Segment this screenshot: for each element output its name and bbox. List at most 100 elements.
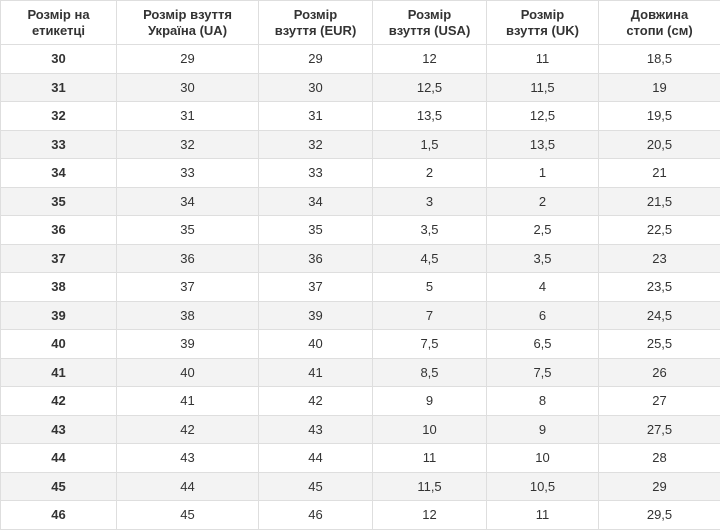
cell: 7,5 xyxy=(372,329,487,359)
table-row: 31 30 30 12,5 11,5 19 xyxy=(0,72,720,102)
table-row: 44 43 44 11 10 28 xyxy=(0,443,720,473)
cell: 8 xyxy=(486,386,599,416)
label-size-cell: 42 xyxy=(0,386,117,416)
cell: 25,5 xyxy=(598,329,720,359)
cell: 31 xyxy=(258,101,373,131)
header-text: взуття (USA) xyxy=(388,22,471,38)
header-row: Розмір на етикетці Розмір взуття Україна (U… xyxy=(0,0,720,45)
cell: 12,5 xyxy=(486,101,599,131)
cell: 32 xyxy=(116,129,259,159)
label-size-cell: 32 xyxy=(0,101,117,131)
cell: 41 xyxy=(258,357,373,387)
cell: 35 xyxy=(116,215,259,245)
cell: 36 xyxy=(258,243,373,273)
cell: 24,5 xyxy=(598,300,720,330)
table-row: 45 44 45 11,5 10,5 29 xyxy=(0,471,720,501)
cell: 36 xyxy=(116,243,259,273)
cell: 45 xyxy=(116,500,259,530)
cell: 45 xyxy=(258,471,373,501)
cell: 34 xyxy=(116,186,259,216)
cell: 27 xyxy=(598,386,720,416)
cell: 35 xyxy=(258,215,373,245)
cell: 2 xyxy=(372,158,487,188)
cell: 11 xyxy=(486,44,599,74)
header-text: Розмір xyxy=(293,6,338,22)
cell: 3 xyxy=(372,186,487,216)
cell: 21,5 xyxy=(598,186,720,216)
cell: 29 xyxy=(116,44,259,74)
table-row: 40 39 40 7,5 6,5 25,5 xyxy=(0,329,720,359)
label-size-cell: 34 xyxy=(0,158,117,188)
cell: 11,5 xyxy=(486,72,599,102)
label-size-cell: 30 xyxy=(0,44,117,74)
table-row: 32 31 31 13,5 12,5 19,5 xyxy=(0,101,720,131)
table-row: 39 38 39 7 6 24,5 xyxy=(0,300,720,330)
cell: 34 xyxy=(258,186,373,216)
header-text: етикетці xyxy=(32,22,85,38)
header-text: Розмір взуття xyxy=(143,6,232,22)
cell: 27,5 xyxy=(598,414,720,444)
header-text: взуття (UK) xyxy=(506,22,579,38)
cell: 1,5 xyxy=(372,129,487,159)
cell: 4 xyxy=(486,272,599,302)
cell: 7,5 xyxy=(486,357,599,387)
cell: 3,5 xyxy=(372,215,487,245)
table-row: 41 40 41 8,5 7,5 26 xyxy=(0,357,720,387)
cell: 44 xyxy=(116,471,259,501)
cell: 1 xyxy=(486,158,599,188)
table-row: 36 35 35 3,5 2,5 22,5 xyxy=(0,215,720,245)
cell: 2 xyxy=(486,186,599,216)
cell: 39 xyxy=(258,300,373,330)
table-body: 30 29 29 12 11 18,5 31 30 30 12,5 11,5 19 32 31 31 13,5… xyxy=(0,44,720,530)
header-text: Україна (UA) xyxy=(147,22,228,38)
cell: 19 xyxy=(598,72,720,102)
header-text: стопи (см) xyxy=(626,22,693,38)
cell: 12 xyxy=(372,44,487,74)
header-cell: Довжина стопи (см) xyxy=(598,0,720,45)
cell: 29 xyxy=(598,471,720,501)
cell: 46 xyxy=(258,500,373,530)
label-size-cell: 44 xyxy=(0,443,117,473)
cell: 12,5 xyxy=(372,72,487,102)
table-row: 37 36 36 4,5 3,5 23 xyxy=(0,243,720,273)
cell: 44 xyxy=(258,443,373,473)
cell: 33 xyxy=(258,158,373,188)
table-row: 43 42 43 10 9 27,5 xyxy=(0,414,720,444)
cell: 4,5 xyxy=(372,243,487,273)
cell: 33 xyxy=(116,158,259,188)
cell: 43 xyxy=(116,443,259,473)
cell: 40 xyxy=(116,357,259,387)
cell: 10,5 xyxy=(486,471,599,501)
cell: 29,5 xyxy=(598,500,720,530)
cell: 11,5 xyxy=(372,471,487,501)
cell: 30 xyxy=(116,72,259,102)
cell: 30 xyxy=(258,72,373,102)
cell: 19,5 xyxy=(598,101,720,131)
cell: 5 xyxy=(372,272,487,302)
cell: 3,5 xyxy=(486,243,599,273)
cell: 37 xyxy=(258,272,373,302)
table-row: 30 29 29 12 11 18,5 xyxy=(0,44,720,74)
cell: 23,5 xyxy=(598,272,720,302)
cell: 21 xyxy=(598,158,720,188)
table-row: 35 34 34 3 2 21,5 xyxy=(0,186,720,216)
header-text: Розмір xyxy=(407,6,452,22)
cell: 18,5 xyxy=(598,44,720,74)
cell: 20,5 xyxy=(598,129,720,159)
table-row: 34 33 33 2 1 21 xyxy=(0,158,720,188)
cell: 23 xyxy=(598,243,720,273)
cell: 12 xyxy=(372,500,487,530)
cell: 42 xyxy=(258,386,373,416)
label-size-cell: 41 xyxy=(0,357,117,387)
cell: 8,5 xyxy=(372,357,487,387)
cell: 6,5 xyxy=(486,329,599,359)
label-size-cell: 40 xyxy=(0,329,117,359)
table-row: 42 41 42 9 8 27 xyxy=(0,386,720,416)
header-cell: Розмір на етикетці xyxy=(0,0,117,45)
cell: 2,5 xyxy=(486,215,599,245)
cell: 11 xyxy=(372,443,487,473)
cell: 39 xyxy=(116,329,259,359)
cell: 31 xyxy=(116,101,259,131)
